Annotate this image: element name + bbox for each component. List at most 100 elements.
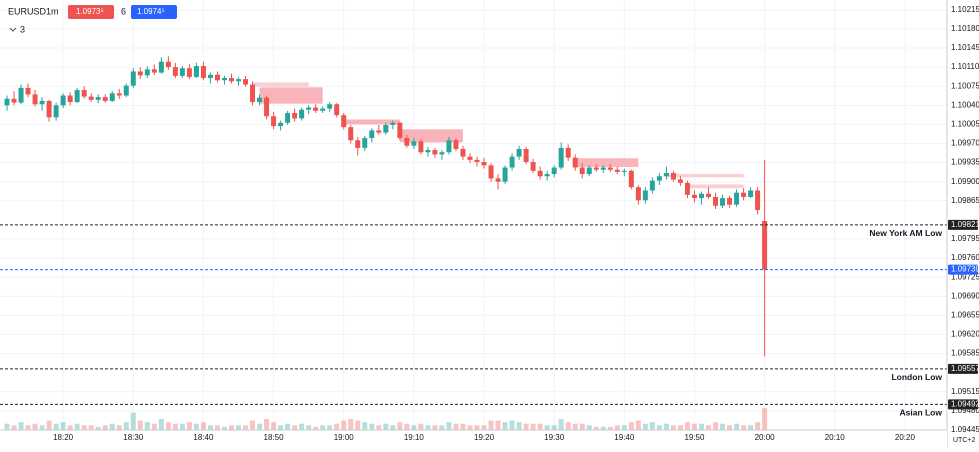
volume-bar [88, 425, 94, 430]
candle-body [762, 221, 768, 270]
x-tick-label: 20:10 [825, 433, 846, 442]
buy-price[interactable]: 1.0974⁵ [137, 7, 165, 16]
y-tick-label: 1.10075 [951, 81, 979, 90]
volume-bar [481, 425, 487, 430]
candle-body [600, 167, 606, 170]
candle-body [537, 170, 543, 177]
candle-body [713, 196, 719, 206]
volume-bar [404, 423, 410, 430]
volume-bar [271, 422, 277, 430]
candle-body [558, 147, 564, 168]
fvg-zone [399, 129, 463, 143]
volume-bar [123, 422, 129, 430]
candle-body [488, 165, 494, 179]
volume-bar [467, 425, 473, 430]
candle-body [404, 138, 410, 146]
candle-body [474, 159, 480, 163]
volume-bar [102, 425, 108, 430]
candle-body [755, 190, 761, 211]
y-tick-label: 1.09725 [951, 272, 979, 281]
level-name: New York AM Low [869, 228, 942, 238]
volume-bar [432, 425, 438, 430]
volume-bar [228, 425, 234, 430]
candle-body [516, 148, 522, 157]
x-tick-label: 19:00 [334, 433, 355, 442]
timezone[interactable]: UTC+2 [953, 437, 975, 444]
candle-body [376, 130, 382, 133]
candle-body [481, 162, 487, 166]
volume-bar [11, 425, 17, 430]
volume-bar [172, 423, 178, 430]
grid [0, 0, 947, 431]
volume-bar [285, 423, 291, 430]
candle-body [102, 97, 108, 101]
candle-body [158, 61, 164, 73]
candle-body [137, 71, 143, 76]
collapse-icon[interactable] [9, 27, 17, 32]
y-tick-label: 1.09795 [951, 234, 979, 243]
sell-button[interactable] [68, 5, 114, 19]
candle-body [663, 172, 669, 177]
candle-body [579, 167, 585, 175]
candle-body [18, 87, 24, 103]
candle-body [285, 112, 291, 123]
candle-body [292, 112, 298, 119]
candle-body [677, 179, 683, 183]
volume-bar [614, 425, 620, 430]
candle-body [418, 141, 424, 153]
volume-bar [81, 425, 87, 430]
indicator-count[interactable]: 3 [20, 24, 25, 34]
candle-body [348, 127, 354, 141]
volume-bar [165, 422, 171, 430]
volume-bar [327, 425, 333, 430]
level-price: 1.09492 [951, 399, 979, 408]
x-tick-label: 19:50 [684, 433, 705, 442]
y-tick-label: 1.10110 [951, 62, 979, 71]
candle-body [250, 84, 256, 103]
x-tick-label: 20:20 [895, 433, 916, 442]
volume-bar [214, 425, 220, 430]
volume-bar [236, 425, 242, 430]
y-tick-label: 1.09760 [951, 253, 979, 262]
sell-price[interactable]: 1.0973⁵ [76, 7, 104, 16]
candle-body [390, 122, 396, 125]
volume-bar [425, 425, 431, 430]
y-tick-label: 1.09445 [951, 425, 979, 434]
spread: 6 [121, 6, 126, 16]
candle-body [172, 67, 178, 76]
candle-body [502, 167, 508, 182]
volume-bar [537, 423, 543, 430]
candle-body [186, 68, 192, 77]
candle-body [4, 98, 10, 106]
volume-bar [221, 426, 227, 430]
volume-bar [151, 423, 157, 430]
volume-bar [628, 422, 634, 430]
candle-body [684, 182, 690, 195]
candle-body [530, 162, 536, 171]
candle-body [313, 107, 319, 111]
fvg-zone [259, 87, 323, 104]
volume-bar [193, 423, 199, 430]
candle-body [257, 97, 263, 103]
volume-bar [762, 408, 768, 430]
y-tick-label: 1.09935 [951, 158, 979, 167]
volume-bar [95, 426, 101, 430]
candle-body [236, 79, 242, 82]
candle-body [109, 93, 115, 101]
buy-button[interactable] [131, 5, 177, 19]
volume-bar [607, 426, 613, 430]
volume-bar [383, 423, 389, 430]
volume-bar [144, 422, 150, 430]
volume-bar [397, 422, 403, 430]
y-tick-label: 1.09480 [951, 406, 979, 415]
volume-bar [523, 423, 529, 430]
volume-bar [453, 423, 459, 430]
volume-bar [411, 425, 417, 430]
y-tick-label: 1.09515 [951, 387, 979, 396]
candle-body [495, 178, 501, 182]
candle-body [207, 74, 213, 79]
candle-body [383, 124, 389, 133]
candle-body [572, 157, 578, 168]
